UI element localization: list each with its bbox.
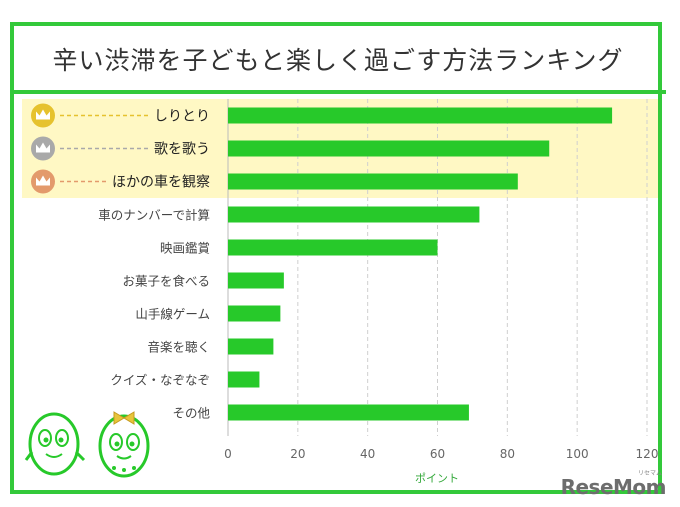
x-tick-label: 120 (636, 447, 659, 461)
bar-1 (228, 107, 613, 124)
bar-2 (228, 140, 550, 157)
crown-icon (31, 103, 55, 128)
chart-title: 辛い渋滞を子どもと楽しく過ごす方法ランキング (52, 46, 624, 75)
brand-logo: ReseMom (560, 475, 667, 499)
mascot-girl (98, 411, 150, 478)
x-tick-label: 20 (290, 447, 305, 461)
x-tick-label: 0 (224, 447, 232, 461)
bar-8 (228, 338, 274, 355)
bar-3 (228, 173, 518, 190)
category-label-4: 車のナンバーで計算 (98, 208, 210, 223)
category-label-8: 音楽を聴く (147, 340, 210, 355)
x-tick-label: 80 (500, 447, 515, 461)
bar-5 (228, 239, 438, 256)
category-label-6: お菓子を食べる (122, 274, 210, 289)
title-divider (14, 90, 666, 94)
bar-7 (228, 305, 281, 322)
x-tick-label: 100 (566, 447, 589, 461)
bar-10 (228, 404, 469, 421)
category-label-5: 映画鑑賞 (160, 241, 210, 256)
crown-icon (31, 169, 55, 194)
bar-4 (228, 206, 480, 223)
crown-icon (31, 136, 55, 161)
brand-logo-kana: リセマム (637, 470, 662, 477)
category-label-2: 歌を歌う (154, 142, 210, 158)
category-label-7: 山手線ゲーム (135, 307, 210, 322)
mascot-boy (24, 412, 86, 476)
bar-6 (228, 272, 284, 289)
category-label-9: クイズ・なぞなぞ (110, 373, 210, 388)
x-tick-label: 60 (430, 447, 445, 461)
category-label-10: その他 (172, 406, 210, 421)
category-label-3: ほかの車を観察 (112, 174, 210, 191)
x-tick-label: 40 (360, 447, 375, 461)
bar-9 (228, 371, 260, 388)
category-label-1: しりとり (154, 109, 210, 125)
x-axis-label: ポイント (415, 472, 459, 485)
